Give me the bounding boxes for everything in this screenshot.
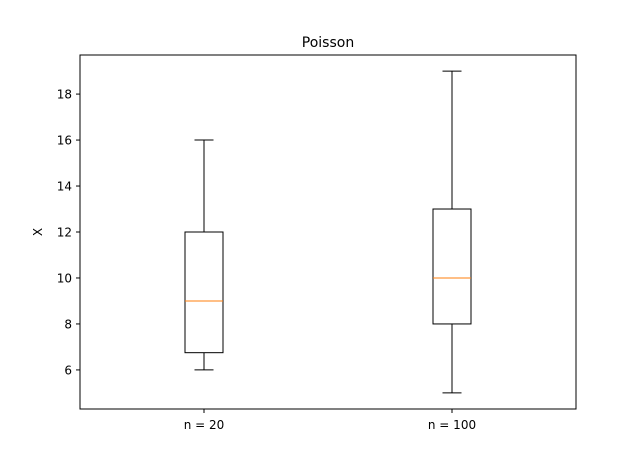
y-tick-label-16: 16 <box>57 134 72 148</box>
y-tick-label-14: 14 <box>57 180 72 194</box>
y-tick-label-10: 10 <box>57 271 72 285</box>
y-tick-label-18: 18 <box>57 88 72 102</box>
y-tick-label-6: 6 <box>64 363 72 377</box>
x-tick-label-1: n = 100 <box>428 418 476 432</box>
box-0 <box>184 231 224 354</box>
axes-frame <box>79 54 577 410</box>
y-tick-label-8: 8 <box>64 317 72 331</box>
plot-area: 6 8 10 12 14 16 18 n = 20 n = 100 <box>57 70 476 432</box>
chart-title: Poisson <box>302 35 354 51</box>
box-1 <box>432 208 472 325</box>
y-axis-label: X <box>31 228 45 236</box>
x-tick-label-0: n = 20 <box>184 418 225 432</box>
y-tick-label-12: 12 <box>57 226 72 240</box>
